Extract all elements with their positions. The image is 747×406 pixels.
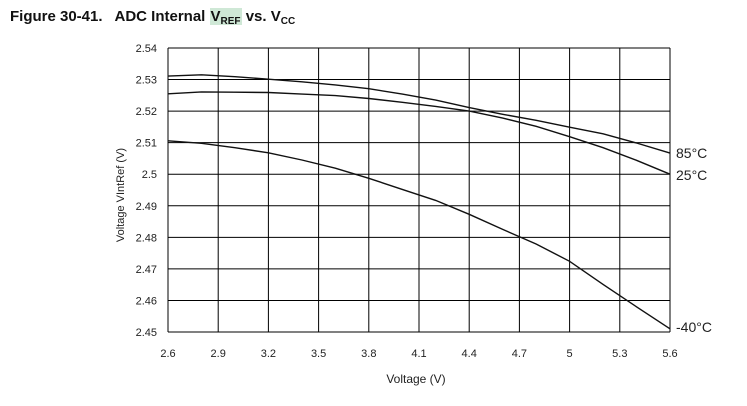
figure-title-v: V — [210, 8, 221, 25]
x-tick-label: 5 — [567, 348, 573, 360]
y-tick-labels: 2.54 2.53 2.52 2.51 2.5 2.49 2.48 2.47 2.46 2.45 — [136, 43, 157, 339]
figure-title-sub-cc: CC — [280, 16, 296, 27]
y-tick-label: 2.52 — [136, 106, 157, 118]
figure-title-vs: vs. V — [241, 8, 281, 25]
y-tick-label: 2.48 — [136, 232, 157, 244]
series-line — [167, 140, 671, 330]
series-label: -40°C — [676, 319, 712, 335]
grid — [167, 47, 671, 333]
series-line — [167, 91, 671, 175]
y-tick-label: 2.53 — [136, 75, 157, 87]
x-tick-label: 4.7 — [512, 348, 527, 360]
y-tick-label: 2.47 — [136, 264, 157, 276]
series-label: 85°C — [676, 145, 707, 161]
x-tick-label: 4.1 — [411, 348, 426, 360]
x-tick-labels: 2.6 2.9 3.2 3.5 3.8 4.1 4.4 4.7 5 5.3 5.6 — [160, 348, 677, 360]
y-tick-label: 2.46 — [136, 295, 157, 307]
x-tick-label: 3.8 — [361, 348, 376, 360]
x-tick-label: 5.6 — [662, 348, 677, 360]
series-lines — [167, 74, 671, 330]
figure-title-main: ADC Internal — [114, 8, 210, 25]
y-tick-label: 2.5 — [142, 169, 157, 181]
y-tick-label: 2.49 — [136, 201, 157, 213]
series-labels: 85°C 25°C -40°C — [676, 145, 712, 335]
x-tick-label: 2.6 — [160, 348, 175, 360]
y-axis-label: Voltage VIntRef (V) — [115, 148, 127, 242]
figure-title-sub-ref: REF — [220, 16, 241, 27]
y-tick-label: 2.45 — [136, 327, 157, 339]
series-line — [167, 74, 671, 154]
x-axis-label: Voltage (V) — [386, 372, 445, 386]
y-tick-label: 2.51 — [136, 138, 157, 150]
x-tick-label: 2.9 — [211, 348, 226, 360]
figure-number: Figure 30-41. — [10, 8, 103, 25]
x-tick-label: 5.3 — [612, 348, 627, 360]
x-tick-label: 3.5 — [311, 348, 326, 360]
figure-title: Figure 30-41. ADC Internal VREF vs. VCC — [10, 6, 295, 33]
vref-highlight: VREF — [209, 8, 242, 27]
x-tick-label: 3.2 — [261, 348, 276, 360]
y-tick-label: 2.54 — [136, 43, 157, 55]
x-tick-label: 4.4 — [462, 348, 477, 360]
series-label: 25°C — [676, 167, 707, 183]
